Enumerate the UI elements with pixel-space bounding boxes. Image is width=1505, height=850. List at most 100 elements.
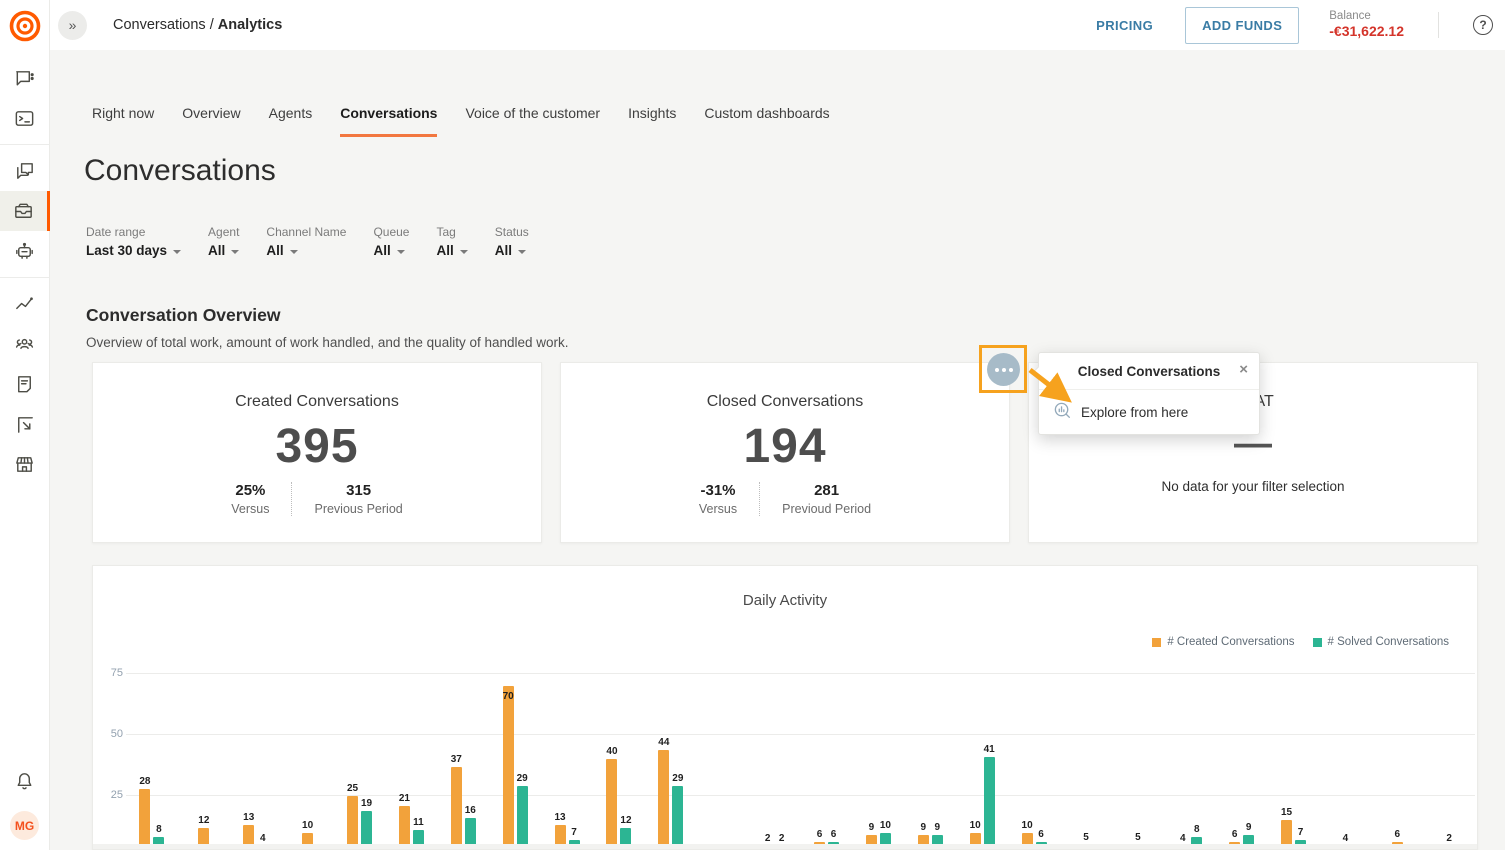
forum-icon[interactable] [0,151,50,191]
chart-day-9: 13 7 [541,656,593,846]
bar-value-label: 29 [516,773,528,784]
bar-value-label: 12 [620,815,632,826]
created-bar[interactable] [1021,833,1033,846]
filter-value[interactable]: All [373,243,409,258]
created-bar[interactable] [502,686,514,846]
solved-bar[interactable] [931,835,943,846]
sidebar-collapse-button[interactable]: » [58,10,87,40]
filter-value[interactable]: All [436,243,468,258]
filter-channel-name[interactable]: Channel Name All [266,225,346,258]
solved-bar[interactable] [361,811,372,846]
created-bar[interactable] [554,825,566,846]
explore-item-label: Explore from here [1081,404,1189,420]
bot-icon[interactable] [0,231,50,271]
solved-bar[interactable] [464,818,476,846]
created-bar[interactable] [865,835,877,846]
chart-day-2: 12 [178,656,230,846]
card-more-options-button[interactable] [987,353,1020,386]
filter-value[interactable]: All [266,243,346,258]
created-bar[interactable] [917,835,929,846]
bar-value-label: 8 [156,824,162,835]
solved-bar[interactable] [516,786,528,846]
bell-icon[interactable] [0,761,50,801]
tab-voice-of-the-customer[interactable]: Voice of the customer [465,105,601,121]
filter-queue[interactable]: Queue All [373,225,409,258]
solved-bar[interactable] [153,837,165,846]
close-icon[interactable]: × [1239,361,1248,378]
tab-overview[interactable]: Overview [182,105,241,121]
change-label: Versus [698,502,738,516]
tab-right-now[interactable]: Right now [92,105,155,121]
bar-group-created: 15 [1281,656,1292,846]
help-icon[interactable]: ? [1473,15,1493,35]
solved-bar[interactable] [983,757,995,846]
knowledge-icon[interactable] [0,364,50,404]
explore-from-here-item[interactable]: Explore from here [1039,390,1259,434]
created-bar[interactable] [450,767,462,846]
solved-bar[interactable] [672,786,684,846]
created-bar[interactable] [969,833,981,846]
bar-group-created: 40 [606,656,618,846]
filter-status[interactable]: Status All [495,225,529,258]
bar-group-created: 10 [302,656,313,846]
created-bar[interactable] [139,789,151,846]
created-bar[interactable] [1281,820,1293,846]
chart-scrollbar[interactable] [93,844,1477,849]
bar-value-label: 8 [1193,824,1200,835]
chat-icon[interactable] [0,58,50,98]
created-bar[interactable] [302,833,314,846]
change-value: -31% [700,482,736,499]
balance-label: Balance [1329,10,1371,23]
breadcrumb: Conversations / Analytics [113,17,282,33]
bar-value-label: 9 [1245,822,1252,833]
bar-group-solved: 6 [828,656,840,846]
bar-group-solved: 41 [984,656,995,846]
filter-value[interactable]: All [208,243,240,258]
filter-value[interactable]: All [495,243,529,258]
solved-bar[interactable] [620,828,632,846]
chart-day-23: 15 7 [1268,656,1320,846]
filter-tag[interactable]: Tag All [436,225,468,258]
filter-agent[interactable]: Agent All [208,225,239,258]
created-bar[interactable] [243,825,255,846]
user-avatar[interactable]: MG [10,811,39,840]
solved-bar[interactable] [412,830,424,846]
created-bar[interactable] [658,750,670,846]
add-funds-button[interactable]: ADD FUNDS [1185,6,1300,44]
infobip-logo-icon[interactable] [7,8,43,44]
people-icon[interactable] [0,324,50,364]
solved-bar[interactable] [1191,837,1203,846]
solved-bar[interactable] [879,833,891,846]
filter-value[interactable]: Last 30 days [86,243,182,258]
bar-group-created: 6 [1229,656,1241,846]
chevron-down-icon [518,249,527,254]
filter-date-range[interactable]: Date range Last 30 days [86,225,182,258]
created-bar[interactable] [198,828,210,846]
bar-group-solved: 29 [517,656,528,846]
created-bar[interactable] [347,796,358,846]
analytics-icon[interactable] [0,284,50,324]
pricing-link[interactable]: PRICING [1096,17,1154,33]
tab-agents[interactable]: Agents [268,105,313,121]
bar-group-solved: 8 [153,656,165,846]
tab-custom-dashboards[interactable]: Custom dashboards [704,105,830,121]
terminal-icon[interactable] [0,98,50,138]
created-bar[interactable] [398,806,410,846]
tab-insights[interactable]: Insights [628,105,677,121]
solved-bar[interactable] [1243,835,1255,846]
solved-bar[interactable] [568,840,580,846]
solved-bar[interactable] [1295,840,1307,846]
created-bar[interactable] [606,759,618,846]
bar-value-label: 11 [413,817,424,828]
tab-conversations[interactable]: Conversations [340,105,438,137]
bar-value-label: 12 [198,815,210,826]
inbox-icon[interactable] [0,191,50,231]
bar-value-label: 28 [139,776,151,787]
bar-value-label: 9 [868,822,875,833]
closed-conversations-card: Closed Conversations 194 -31% Versus 281 P… [560,362,1010,543]
storefront-icon[interactable] [0,444,50,484]
flag-icon[interactable] [0,404,50,444]
bar-group-solved: 11 [412,656,424,846]
